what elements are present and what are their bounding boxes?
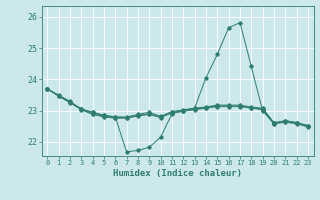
X-axis label: Humidex (Indice chaleur): Humidex (Indice chaleur): [113, 169, 242, 178]
